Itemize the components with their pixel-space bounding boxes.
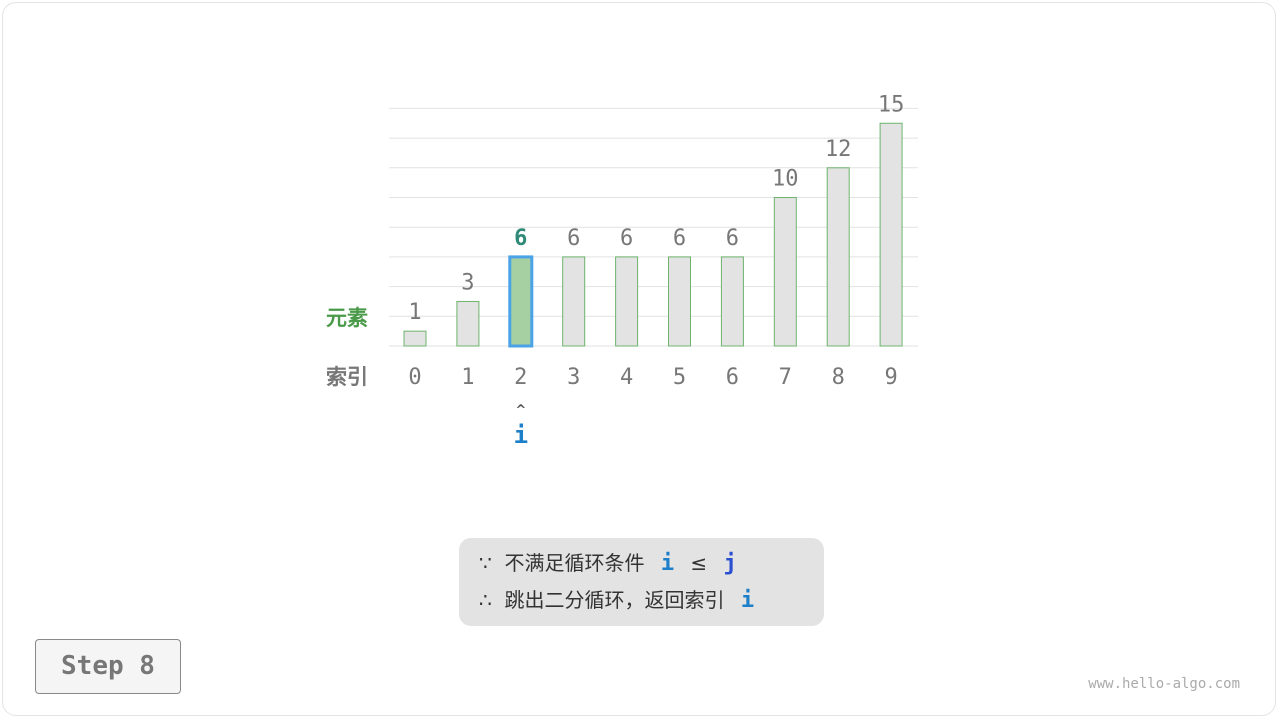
- var-j: j: [723, 551, 737, 576]
- index-tick-label: 6: [726, 365, 739, 390]
- index-tick-label: 4: [620, 365, 633, 390]
- bar: [668, 256, 691, 347]
- value-label: 12: [825, 137, 852, 162]
- bar: [615, 256, 639, 347]
- condition-box: ∵ 不满足循环条件 i ≤ j ∴ 跳出二分循环，返回索引 i: [459, 538, 824, 626]
- pointer-arrow-icon: ^: [515, 403, 526, 418]
- index-tick-label: 3: [567, 365, 580, 390]
- condition-line-2: ∴ 跳出二分循环，返回索引 i: [479, 585, 764, 615]
- bar: [403, 330, 427, 347]
- pointer-i-label: i: [514, 421, 528, 449]
- bar: [826, 167, 850, 347]
- index-tick-label: 9: [884, 365, 897, 390]
- value-label: 6: [726, 226, 739, 251]
- operator: ≤: [690, 551, 708, 575]
- condition-text: 不满足循环条件: [504, 551, 645, 575]
- bar: [773, 197, 797, 347]
- bar: [508, 255, 534, 348]
- index-tick-label: 2: [514, 365, 527, 390]
- var-i: i: [740, 588, 755, 613]
- index-tick-label: 7: [779, 365, 792, 390]
- index-tick-label: 5: [673, 365, 686, 390]
- value-label: 6: [514, 226, 527, 251]
- result-text: 跳出二分循环，返回索引: [504, 588, 725, 612]
- index-label: 索引: [326, 365, 368, 389]
- value-label: 3: [461, 270, 474, 295]
- value-label: 10: [772, 167, 799, 192]
- bar: [720, 256, 744, 347]
- bar: [456, 300, 480, 347]
- because-symbol: ∵: [479, 551, 492, 575]
- step-badge: Step 8: [35, 639, 181, 694]
- therefore-symbol: ∴: [479, 588, 492, 612]
- index-tick-label: 1: [461, 365, 474, 390]
- value-label: 6: [673, 226, 686, 251]
- value-label: 1: [408, 300, 421, 325]
- watermark: www.hello-algo.com: [1088, 676, 1240, 692]
- value-label: 6: [620, 226, 633, 251]
- value-label: 15: [878, 92, 905, 117]
- condition-line-1: ∵ 不满足循环条件 i ≤ j: [479, 548, 747, 578]
- element-label: 元素: [326, 306, 368, 330]
- var-i: i: [660, 551, 675, 576]
- value-label: 6: [567, 226, 580, 251]
- bar: [562, 256, 586, 347]
- index-tick-label: 8: [832, 365, 845, 390]
- bar: [879, 122, 903, 347]
- index-tick-label: 0: [408, 365, 421, 390]
